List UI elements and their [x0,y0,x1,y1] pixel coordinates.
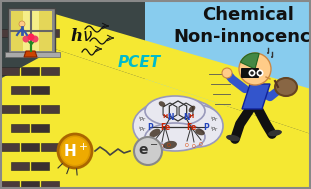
Text: Fe: Fe [186,122,196,132]
Wedge shape [255,53,259,69]
Circle shape [22,36,30,43]
Bar [1,143,18,150]
Bar [8,8,55,54]
Bar [11,11,23,51]
Bar [21,180,39,188]
Circle shape [58,134,92,168]
Bar [11,123,29,132]
Text: O: O [167,143,171,148]
Text: Fe: Fe [160,122,170,132]
Circle shape [134,137,162,165]
Ellipse shape [226,135,240,141]
Circle shape [150,152,156,158]
FancyBboxPatch shape [241,68,259,78]
Text: N: N [183,114,189,122]
Ellipse shape [189,106,195,112]
Bar [5,52,60,57]
Bar [1,105,18,112]
Bar [40,29,58,36]
Polygon shape [35,14,311,134]
Text: O: O [160,144,164,149]
Circle shape [156,143,164,151]
Text: P: P [203,122,209,132]
Text: h$\nu$: h$\nu$ [70,28,93,45]
Bar [11,85,29,94]
Ellipse shape [163,141,177,149]
Ellipse shape [135,98,221,150]
Circle shape [257,70,263,77]
Polygon shape [0,49,311,189]
Bar [39,11,52,51]
Circle shape [31,36,39,43]
Bar [40,67,58,74]
Ellipse shape [173,105,223,147]
Ellipse shape [150,129,160,137]
Wedge shape [251,53,255,69]
Bar [30,123,49,132]
Text: e$^-$: e$^-$ [138,144,158,158]
Text: O: O [192,144,196,149]
Circle shape [271,56,273,58]
Bar [30,9,49,18]
Text: O: O [199,142,203,147]
Circle shape [19,21,25,27]
Ellipse shape [145,123,205,151]
Ellipse shape [159,101,165,107]
Wedge shape [240,53,259,69]
Circle shape [222,68,232,78]
Text: Chemical
Non-innocence: Chemical Non-innocence [173,6,311,46]
Bar [40,180,58,188]
Ellipse shape [275,78,297,96]
Ellipse shape [195,129,205,135]
Bar [11,11,52,51]
Text: O: O [185,143,189,148]
Wedge shape [246,54,255,69]
Bar [21,143,39,150]
Bar [21,29,39,36]
Text: H$^+$: H$^+$ [63,142,87,160]
Circle shape [258,71,262,75]
Bar [21,67,39,74]
Ellipse shape [268,130,282,136]
Text: PCET: PCET [118,55,161,70]
Bar [40,143,58,150]
Ellipse shape [133,105,183,147]
Bar [11,161,29,170]
Bar [1,67,18,74]
Text: H: H [162,115,168,119]
Bar [40,105,58,112]
Ellipse shape [145,96,205,126]
Text: $^{i}$Pr: $^{i}$Pr [210,115,218,124]
Bar [11,9,29,18]
Text: $^{i}$Pr: $^{i}$Pr [137,115,146,124]
Circle shape [267,52,269,54]
Circle shape [146,160,150,164]
Bar [30,47,49,56]
Bar [1,29,18,36]
Circle shape [248,70,256,77]
Bar [21,105,39,112]
Text: N: N [167,114,173,122]
Text: $^{i}$Pr: $^{i}$Pr [210,125,218,134]
Bar [11,47,29,56]
Circle shape [239,53,271,85]
Polygon shape [242,84,270,109]
Bar [1,180,18,188]
Polygon shape [24,51,37,57]
Bar [30,85,49,94]
Circle shape [27,33,35,40]
Text: P: P [147,122,153,132]
Text: O: O [153,142,157,147]
Circle shape [61,137,89,165]
Text: H: H [188,115,194,119]
Polygon shape [145,0,311,124]
Bar [30,161,49,170]
Wedge shape [242,58,255,69]
Text: $^{i}$Pr: $^{i}$Pr [137,125,146,134]
Circle shape [250,71,254,75]
